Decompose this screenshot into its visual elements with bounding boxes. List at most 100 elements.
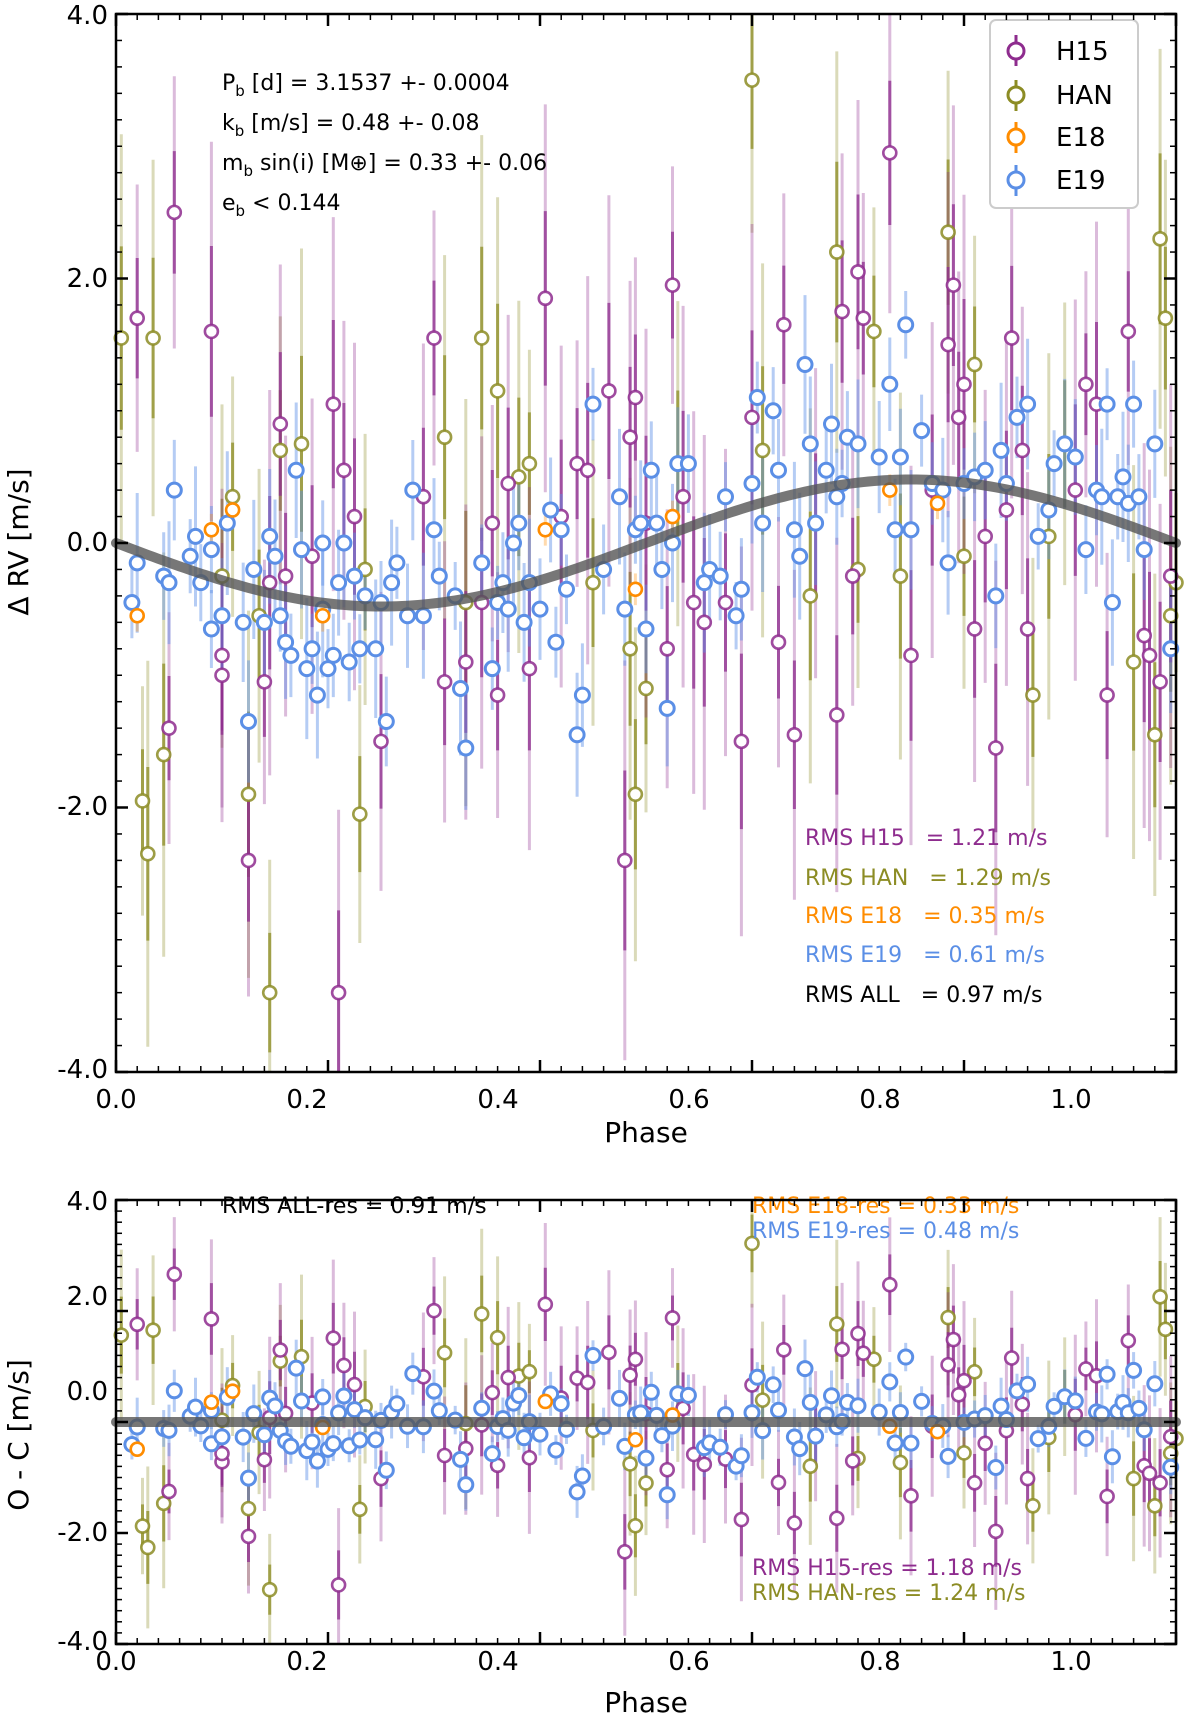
data-point-han <box>956 548 972 565</box>
data-point-e19 <box>1146 1375 1164 1393</box>
data-point-h15 <box>161 1483 177 1500</box>
rms-all: RMS ALL = 0.97 m/s <box>805 983 1042 1008</box>
data-point-h15 <box>436 1447 453 1464</box>
y-axis-label: Δ RV [m/s] <box>2 468 35 615</box>
data-point-h15 <box>1136 627 1152 644</box>
rms-all-res: RMS ALL-res = 0.91 m/s <box>222 1194 487 1219</box>
data-point-e19 <box>558 580 575 598</box>
data-point-e19 <box>870 448 888 466</box>
data-point-han <box>956 1445 972 1461</box>
data-point-h15 <box>834 303 850 320</box>
data-point-h15 <box>733 1511 750 1528</box>
data-point-e19 <box>1077 1429 1095 1447</box>
data-point-h15 <box>240 1528 257 1545</box>
data-point-e19 <box>732 580 750 598</box>
x-axis-label: Phase <box>604 1116 688 1149</box>
data-point-e19 <box>939 554 957 572</box>
data-point-han <box>828 244 845 260</box>
data-point-h15 <box>733 733 750 750</box>
data-point-e19 <box>658 1486 676 1504</box>
data-point-e19 <box>245 560 263 578</box>
data-point-han <box>892 1454 909 1471</box>
data-point-e19 <box>425 1382 443 1400</box>
data-point-e19 <box>897 316 915 334</box>
data-point-e19 <box>324 646 342 664</box>
y-tick-label: 4.0 <box>67 1187 108 1217</box>
data-point-e18 <box>224 502 241 518</box>
data-point-h15 <box>330 1577 347 1593</box>
y-tick-labels: 4.0 2.0 0.0 -2.0 -4.0 <box>57 1187 108 1657</box>
data-point-h15 <box>1099 687 1115 703</box>
data-point-h15 <box>330 984 347 1001</box>
data-point-h15 <box>277 568 294 584</box>
data-point-e19 <box>1056 435 1074 453</box>
data-point-e19 <box>1019 1375 1037 1393</box>
data-point-e19 <box>303 640 321 658</box>
data-point-han <box>585 574 601 591</box>
data-point-h15 <box>945 277 962 293</box>
axes-frame <box>114 1198 1178 1646</box>
data-point-h15 <box>1141 1465 1158 1482</box>
data-point-e19 <box>573 686 591 704</box>
data-point-h15 <box>627 389 644 406</box>
data-point-han <box>828 1316 845 1332</box>
data-point-han <box>351 1501 368 1518</box>
data-point-e19 <box>547 633 565 651</box>
data-point-e19 <box>1019 395 1037 413</box>
data-point-h15 <box>325 396 342 412</box>
x-tick-label: 0.8 <box>859 1647 900 1677</box>
data-point-h15 <box>272 1342 289 1358</box>
data-point-e19 <box>298 660 316 678</box>
rms-h15: RMS H15 = 1.21 m/s <box>805 826 1047 851</box>
data-point-e19 <box>425 521 443 539</box>
data-point-han <box>622 640 638 657</box>
data-point-e19 <box>234 1428 252 1446</box>
data-point-h15 <box>1152 1474 1168 1491</box>
data-point-h15 <box>484 1384 501 1401</box>
data-point-e19 <box>653 1427 671 1445</box>
data-point-e19 <box>1098 1365 1116 1383</box>
data-point-han <box>140 845 156 862</box>
data-point-h15 <box>664 1310 681 1326</box>
data-point-h15 <box>240 852 257 869</box>
data-point-e19 <box>271 607 289 625</box>
data-point-han <box>224 488 241 505</box>
data-point-e19 <box>711 1438 729 1456</box>
y-tick-label: 0.0 <box>67 528 108 558</box>
data-point-e19 <box>515 613 533 631</box>
data-point-e19 <box>430 567 448 585</box>
data-point-e19 <box>499 600 517 618</box>
data-point-e19 <box>202 620 220 638</box>
data-point-e19 <box>266 547 284 565</box>
data-point-han <box>940 1309 956 1326</box>
data-point-h15 <box>881 1276 898 1293</box>
data-point-e19 <box>293 541 310 559</box>
data-point-h15 <box>855 1345 872 1362</box>
x-tick-label: 0.0 <box>95 1647 136 1677</box>
data-point-e19 <box>801 435 819 453</box>
data-point-han <box>145 330 161 346</box>
data-point-h15 <box>1067 482 1084 498</box>
data-point-e19 <box>886 521 904 539</box>
data-point-h15 <box>987 1523 1004 1540</box>
data-point-h15 <box>521 660 538 677</box>
data-point-h15 <box>1003 1350 1020 1366</box>
data-point-e19 <box>330 574 348 592</box>
x-tick-label: 1.0 <box>1050 1647 1091 1677</box>
data-point-e19 <box>1125 1361 1143 1379</box>
data-point-e19 <box>987 587 1005 605</box>
y-tick-labels: 4.0 2.0 0.0 -2.0 -4.0 <box>57 1 108 1085</box>
param-eccentricity: eb < 0.144 <box>222 191 340 220</box>
legend-entry-e19: E19 <box>1006 165 1106 196</box>
data-point-h15 <box>950 409 967 426</box>
data-point-e19 <box>367 640 385 658</box>
data-point-han <box>638 1475 654 1491</box>
data-point-h15 <box>426 330 442 346</box>
data-point-e18 <box>203 521 220 538</box>
legend-marker <box>1006 170 1026 190</box>
data-point-han <box>155 746 172 763</box>
data-point-h15 <box>622 429 638 446</box>
data-point-h15 <box>1003 330 1020 346</box>
data-point-e19 <box>743 474 761 492</box>
data-point-e19 <box>754 514 772 532</box>
